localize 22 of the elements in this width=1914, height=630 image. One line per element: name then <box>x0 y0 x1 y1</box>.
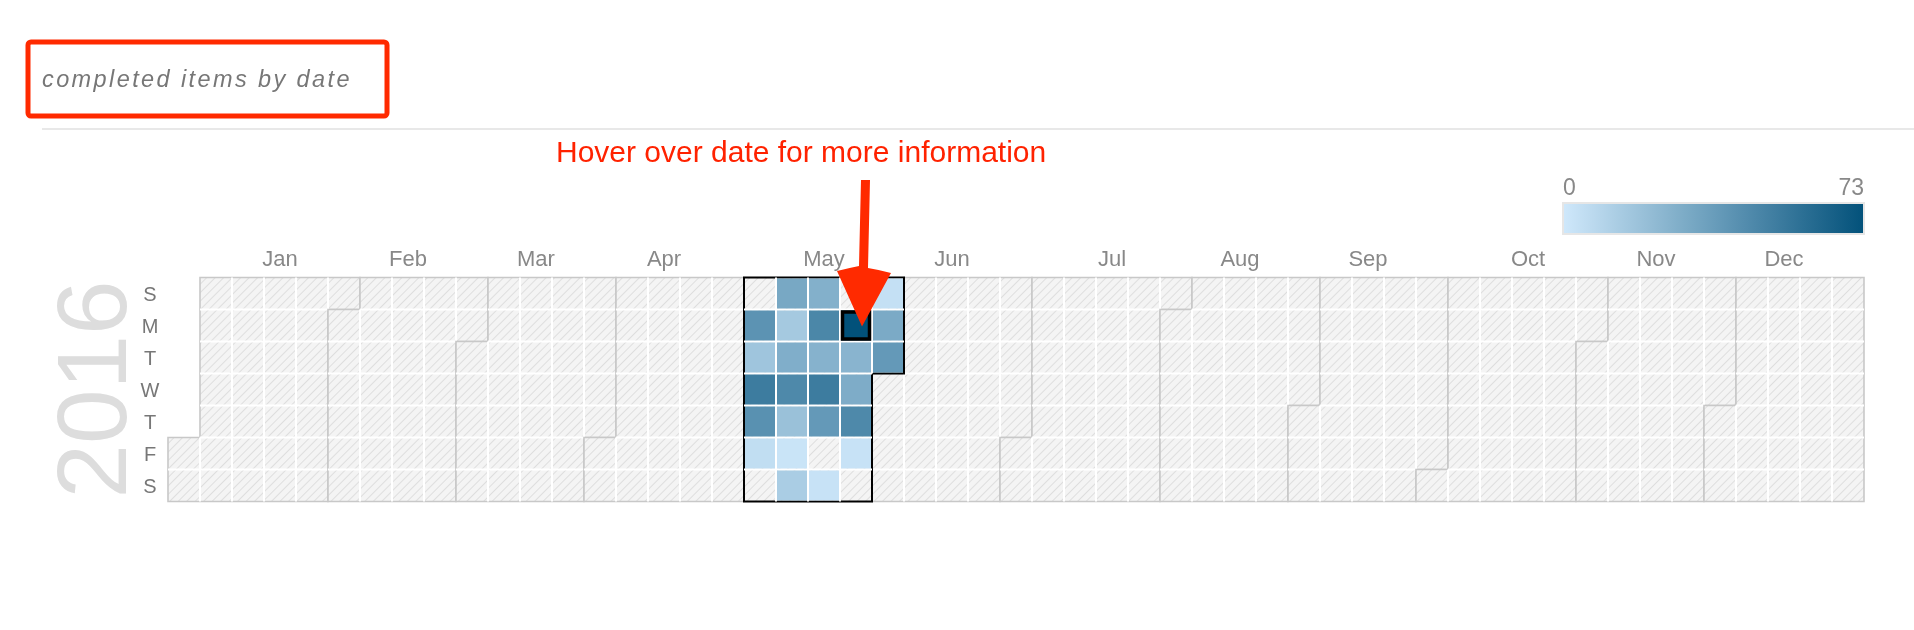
y-tick-label: S <box>143 474 157 497</box>
color-bar-label: 0 <box>1563 174 1576 200</box>
x-tick-label: Jun <box>934 245 970 271</box>
x-tick-label: Mar <box>517 245 555 271</box>
x-tick-label: Oct <box>1510 245 1546 271</box>
x-tick-label: May <box>803 245 845 271</box>
y-tick-label: T <box>143 346 157 369</box>
y-tick-label: T <box>143 410 157 433</box>
x-tick-label: Jul <box>1097 245 1127 271</box>
text: Hover over date for more information <box>556 134 1047 168</box>
color-bar-label: 73 <box>1838 174 1864 200</box>
x-tick-label: Nov <box>1636 245 1676 271</box>
y-tick-label: F <box>143 442 157 465</box>
x-tick-label: Apr <box>646 245 682 271</box>
x-tick-label: Jan <box>262 245 298 271</box>
x-tick-label: Aug <box>1220 245 1260 271</box>
y-tick-label: M <box>141 314 159 337</box>
x-tick-label: Dec <box>1764 245 1804 271</box>
y-tick-label: W <box>140 378 160 401</box>
x-tick-label: Sep <box>1348 245 1388 271</box>
chart-title: completed items by date <box>42 66 352 92</box>
x-tick-label: Feb <box>389 245 427 271</box>
